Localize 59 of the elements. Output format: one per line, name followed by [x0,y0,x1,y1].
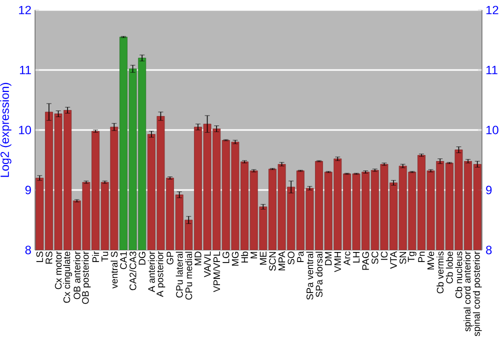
x-tick-label: DG [138,252,146,265]
x-tick-label: LG [222,252,230,264]
x-tick-label: Pn [418,252,425,262]
x-tick-label: Cb lobe [446,252,453,284]
y2-tick-label: 10 [486,126,498,134]
x-tick-label: VA/VL [204,252,211,278]
x-tick-label: OB posterior [82,251,91,304]
x-tick-label: spinal cord posterior [472,251,482,336]
x-tick-label: SC [372,252,378,264]
x-tick-label: Cb vermis [436,252,444,294]
y2-tick-label: 11 [486,66,498,74]
x-tick-label: CA2/CA3 [129,252,136,290]
y-tick-label: 10 [19,126,32,134]
x-tick-label: Arc [344,251,350,266]
y2-tick-label: 9 [486,186,492,194]
x-tick-label: VTA [390,251,397,269]
y-tick-label: 9 [25,186,31,194]
x-tick-label: MVe [427,252,434,270]
x-tick-label: OB anterior [73,251,80,300]
x-tick-label: Tu [102,252,108,262]
x-tick-label: MG [232,252,239,266]
x-tick-label: SN [399,252,406,264]
y2-tick-label: 12 [486,6,498,14]
x-tick-label: SPa dorsal [316,252,323,298]
x-tick-label: GP [166,252,174,264]
x-tick-label: SCN [269,252,276,271]
x-tick-label: M [250,252,258,258]
y2-tick-label: 8 [486,246,492,254]
x-tick-label: Cx cingulate [63,252,72,303]
x-tick-label: SPa ventral [306,252,314,300]
x-tick-label: Tg [408,252,416,262]
x-tick-label: VMH [334,252,341,272]
x-tick-label: CA1 [120,252,127,270]
x-tick-label: DM [325,252,332,266]
x-tick-label: Cx motor [54,251,62,290]
x-tick-label: RS [46,252,52,264]
x-tick-label: Pa [297,251,304,262]
x-tick-label: ventral S [110,252,118,289]
x-tick-label: IC [380,252,388,260]
x-tick-label: PAG [362,252,369,270]
x-tick-label: A posterior [156,251,166,297]
x-tick-label: SO [288,252,294,264]
x-tick-label: MD [194,252,202,266]
y-tick-label: 11 [20,66,31,74]
x-tick-label: MPA [278,251,286,270]
x-tick-label: CPu lateral [176,252,183,298]
y-axis-title: Log2 (expression) [0,82,12,177]
x-tick-label: Hb [241,252,248,263]
x-tick-label: LS [36,252,44,262]
x-tick-label: Pir [92,251,99,262]
y-tick-label: 12 [19,6,31,14]
x-tick-label: ME [260,252,266,265]
x-tick-label: Cb nucleus [455,252,462,298]
x-tick-label: A anterior [148,251,155,292]
x-tick-label: CPu medial [185,252,192,300]
x-tick-label: VPM/VPL [213,252,220,292]
x-tick-label: LH [353,252,360,263]
x-tick-label: spinal cord anterior [464,251,472,332]
y-tick-label: 8 [25,246,31,254]
